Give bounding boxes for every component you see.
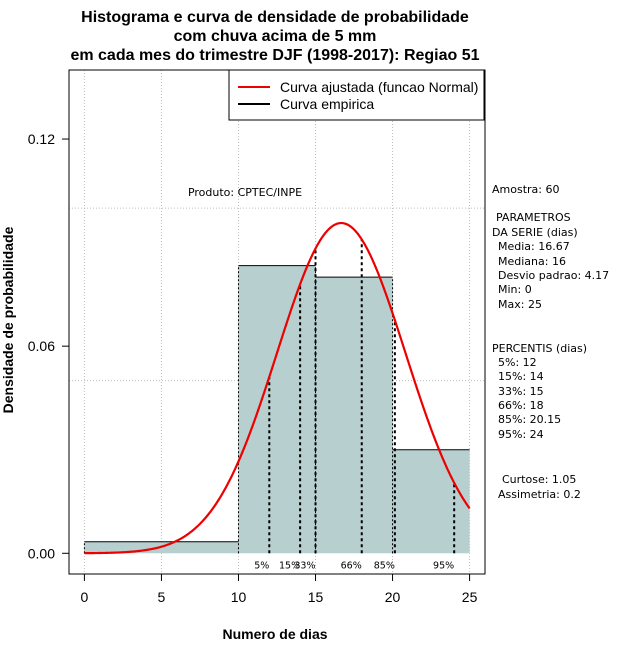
chart-title-line-3: em cada mes do trimestre DJF (1998-2017)… [70,47,479,64]
stat-amostra: Amostra: 60 [492,183,559,196]
legend-label-empirica: Curva empirica [280,96,374,112]
percentil-33: 33%: 15 [498,385,544,398]
y-axis-label: Densidade de probabilidade [0,226,16,413]
y-tick-label: 0.00 [28,545,55,561]
percentis-title: PERCENTIS (dias) [492,342,587,355]
param-mediana: Mediana: 16 [498,255,566,268]
x-tick-label: 20 [385,589,401,605]
histogram-bar [315,277,393,554]
x-tick-label: 15 [308,589,324,605]
percentile-label: 33% [294,560,315,571]
stat-assimetria: Assimetria: 0.2 [498,488,581,501]
histogram-bars [83,265,470,554]
param-desvio: Desvio padrao: 4.17 [498,269,609,282]
percentile-label: 95% [433,560,454,571]
axes: 0 5 10 15 20 25 0.00 0.06 0.12 [28,131,478,605]
params-title-2: DA SERIE (dias) [492,226,578,239]
y-tick-label: 0.06 [28,338,55,354]
percentile-label: 5% [254,560,269,571]
histogram-bar [238,265,316,554]
normal-curve [84,221,471,555]
percentil-5: 5%: 12 [498,356,537,369]
percentil-15: 15%: 14 [498,370,544,383]
param-media: Media: 16.67 [498,240,570,253]
legend-box [228,69,485,121]
param-min: Min: 0 [498,283,532,296]
y-tick-label: 0.12 [28,131,55,147]
percentil-95: 95%: 24 [498,428,544,441]
legend: Curva ajustada (funcao Normal) Curva emp… [228,69,485,121]
x-tick-label: 5 [158,589,166,605]
percentile-lines: 5% 15%33% 66% 85% 95% [254,239,456,571]
credit-text: Produto: CPTEC/INPE [188,186,302,199]
chart-title-line-1: Histograma e curva de densidade de proba… [81,9,469,26]
curves [84,221,471,555]
legend-label-normal: Curva ajustada (funcao Normal) [280,79,478,95]
stat-curtose: Curtose: 1.05 [502,473,576,486]
x-axis-label: Numero de dias [222,626,327,642]
percentile-label: 66% [341,560,362,571]
percentil-85: 85%: 20.15 [498,413,561,426]
chart-title-line-2: com chuva acima de 5 mm [174,28,377,45]
x-tick-label: 25 [462,589,478,605]
histogram-bar [392,449,470,554]
percentil-66: 66%: 18 [498,399,544,412]
param-max: Max: 25 [498,298,542,311]
stats-panel: Amostra: 60 PARAMETROS DA SERIE (dias) M… [492,183,609,501]
percentile-label: 85% [374,560,395,571]
params-title-1: PARAMETROS [496,211,571,224]
percentile-label: 15% [279,560,300,571]
x-tick-label: 10 [231,589,247,605]
x-tick-label: 0 [81,589,89,605]
